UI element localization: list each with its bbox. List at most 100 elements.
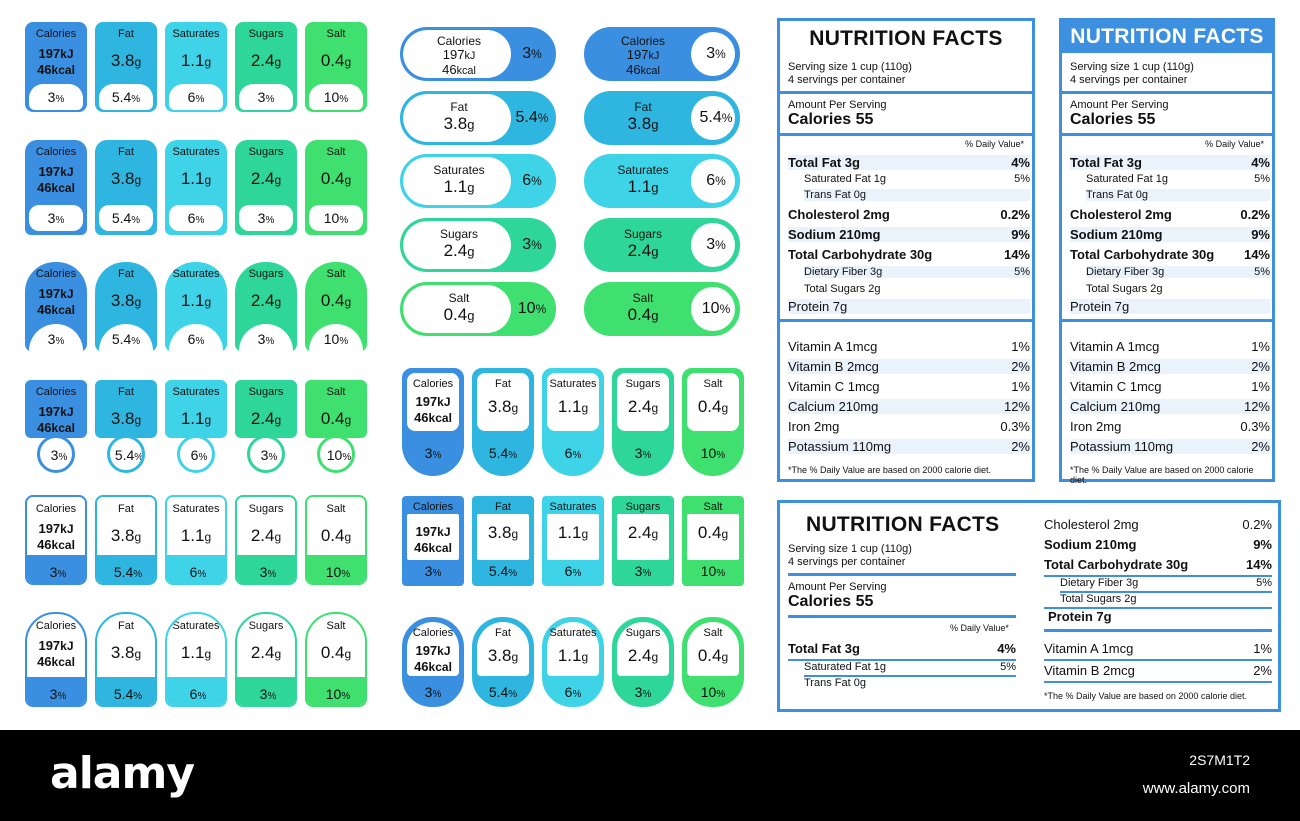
nutrient-row: Dietary Fiber 3g 5% — [804, 266, 1030, 278]
label-percent: 6% — [544, 446, 602, 463]
percent-number: 6 — [564, 445, 573, 461]
value-number: 2.4 — [627, 523, 652, 542]
percent-sign: % — [508, 450, 518, 461]
percent-sign: % — [715, 47, 726, 61]
nutrient-row: Total Sugars 2g — [1060, 593, 1272, 605]
value-number-kcal: 46 — [626, 62, 641, 77]
label-value: 0.4g — [305, 170, 367, 189]
nutrient-label-saturates: Saturates 1.1g 6% — [542, 496, 604, 586]
percent-sign: % — [572, 568, 582, 579]
nutrient-row: Saturated Fat 1g 5% — [1086, 173, 1270, 185]
nutrient-row: Saturated Fat 1g 5% — [804, 173, 1030, 185]
percent-sign: % — [716, 689, 726, 700]
label-title: Calories — [35, 28, 77, 40]
label-value: 197kJ 46kcal — [404, 524, 462, 556]
nutrient-label-sugars: Sugars 2.4g 3% — [612, 496, 674, 586]
pill-white-part — [403, 94, 511, 142]
label-percent-circle: 10% — [317, 435, 355, 473]
nutrient-pill-saturates: Saturates 1.1g 6% — [584, 154, 740, 208]
separator-line — [1044, 629, 1272, 632]
daily-value-header: % Daily Value* — [965, 139, 1024, 149]
value-number: 3.8 — [110, 291, 135, 310]
nutrition-facts-panel: NUTRITION FACTS Serving size 1 cup (110g)… — [1059, 18, 1275, 485]
label-value: 1.1g — [165, 52, 227, 71]
label-percent-circle: 6% — [177, 435, 215, 473]
label-value: 2.4g — [614, 647, 672, 666]
nutrient-label-calories: Calories 197kJ 46kcal 3% — [402, 496, 464, 586]
row-label: Vitamin C 1mcg — [1070, 379, 1162, 394]
percent-number: 5.4 — [111, 89, 132, 105]
label-percent: 5.4% — [97, 565, 155, 582]
nutrient-label-sugars: Sugars 2.4g 3% — [235, 22, 297, 112]
percent-sign: % — [339, 215, 349, 226]
label-title: Saturates — [172, 28, 220, 40]
percent-sign: % — [131, 215, 141, 226]
nutrient-label-saturates: Saturates 1.1g 6% — [165, 495, 227, 585]
daily-value-header: % Daily Value* — [1205, 139, 1264, 149]
row-label: Trans Fat 0g — [804, 189, 866, 201]
value-unit-kcal: kcal — [51, 63, 75, 77]
serving-size: Serving size 1 cup (110g) — [788, 543, 912, 555]
label-percent: 5.4% — [474, 446, 532, 463]
pill-title: Fat — [634, 100, 652, 114]
value-number: 3.8 — [627, 114, 652, 133]
value-unit: g — [134, 530, 142, 544]
percent-sign: % — [721, 111, 733, 125]
nutrient-label-fat: Fat 3.8g 5.4% — [95, 612, 157, 707]
row-label: Saturated Fat 1g — [804, 173, 886, 185]
percent-sign: % — [642, 689, 652, 700]
percent-sign: % — [531, 238, 542, 252]
percent-number: 6 — [564, 563, 573, 579]
label-percent: 3% — [235, 211, 297, 228]
percent-number: 3 — [259, 564, 268, 580]
value-unit: g — [467, 180, 475, 195]
value-number: 3.8 — [110, 409, 135, 428]
nutrient-label-sugars: Sugars 2.4g 3% — [612, 368, 674, 476]
vitamin-row: Vitamin A 1mcg 1% — [1044, 641, 1272, 656]
label-title: Sugars — [248, 28, 284, 40]
value-number: 1.1 — [180, 643, 205, 662]
value-unit: g — [511, 650, 519, 664]
vitamin-row: Iron 2mg 0.3% — [1070, 419, 1270, 434]
label-percent-circle: 3% — [37, 435, 75, 473]
value-unit: g — [581, 527, 589, 541]
pill-value: 3.8g — [403, 114, 515, 135]
pill-text: Sugars 2.4g — [587, 227, 699, 262]
value-number: 197 — [415, 524, 438, 539]
nutrient-label-fat: Fat 3.8g 5.4% — [95, 495, 157, 585]
label-percent: 10% — [320, 448, 352, 465]
panel-title: NUTRITION FACTS — [809, 27, 1003, 50]
row-label: Protein 7g — [1070, 299, 1130, 314]
percent-number: 3 — [634, 684, 643, 700]
label-value: 1.1g — [167, 527, 225, 546]
row-label: Cholesterol 2mg — [1070, 207, 1172, 222]
nutrient-row: Protein 7g — [1070, 299, 1270, 314]
row-label: Dietary Fiber 3g — [804, 266, 883, 278]
label-white-window — [617, 622, 669, 676]
footnote: *The % Daily Value are based on 2000 cal… — [788, 465, 991, 475]
value-number: 3.8 — [110, 643, 135, 662]
row-label: Vitamin B 2mcg — [1044, 663, 1135, 678]
percent-number: 5.4 — [488, 684, 509, 700]
row-label: Dietary Fiber 3g — [1086, 266, 1165, 278]
percent-number: 3 — [634, 563, 643, 579]
row-label: Saturated Fat 1g — [804, 661, 886, 673]
row-percent: 2% — [1251, 359, 1270, 374]
pill-value: 2.4g — [587, 241, 699, 262]
pill-value: 2.4g — [403, 241, 515, 262]
percent-sign: % — [195, 336, 205, 347]
nutrient-pill-fat: Fat 3.8g 5.4% — [584, 91, 740, 145]
row-percent: 0.3% — [1000, 419, 1030, 434]
label-white-window — [477, 622, 529, 676]
pill-title: Salt — [632, 291, 654, 305]
percent-number: 5.4 — [113, 686, 134, 702]
pill-title: Sugars — [623, 227, 663, 241]
value-number: 1.1 — [180, 409, 205, 428]
label-value: 3.8g — [95, 410, 157, 429]
separator-line — [780, 319, 1032, 322]
nutrient-row: Cholesterol 2mg 0.2% — [788, 207, 1030, 222]
label-white-window — [687, 514, 739, 560]
percent-number: 5.4 — [515, 109, 538, 126]
vitamin-row: Iron 2mg 0.3% — [788, 419, 1030, 434]
value-number-kcal: 46 — [37, 302, 52, 317]
